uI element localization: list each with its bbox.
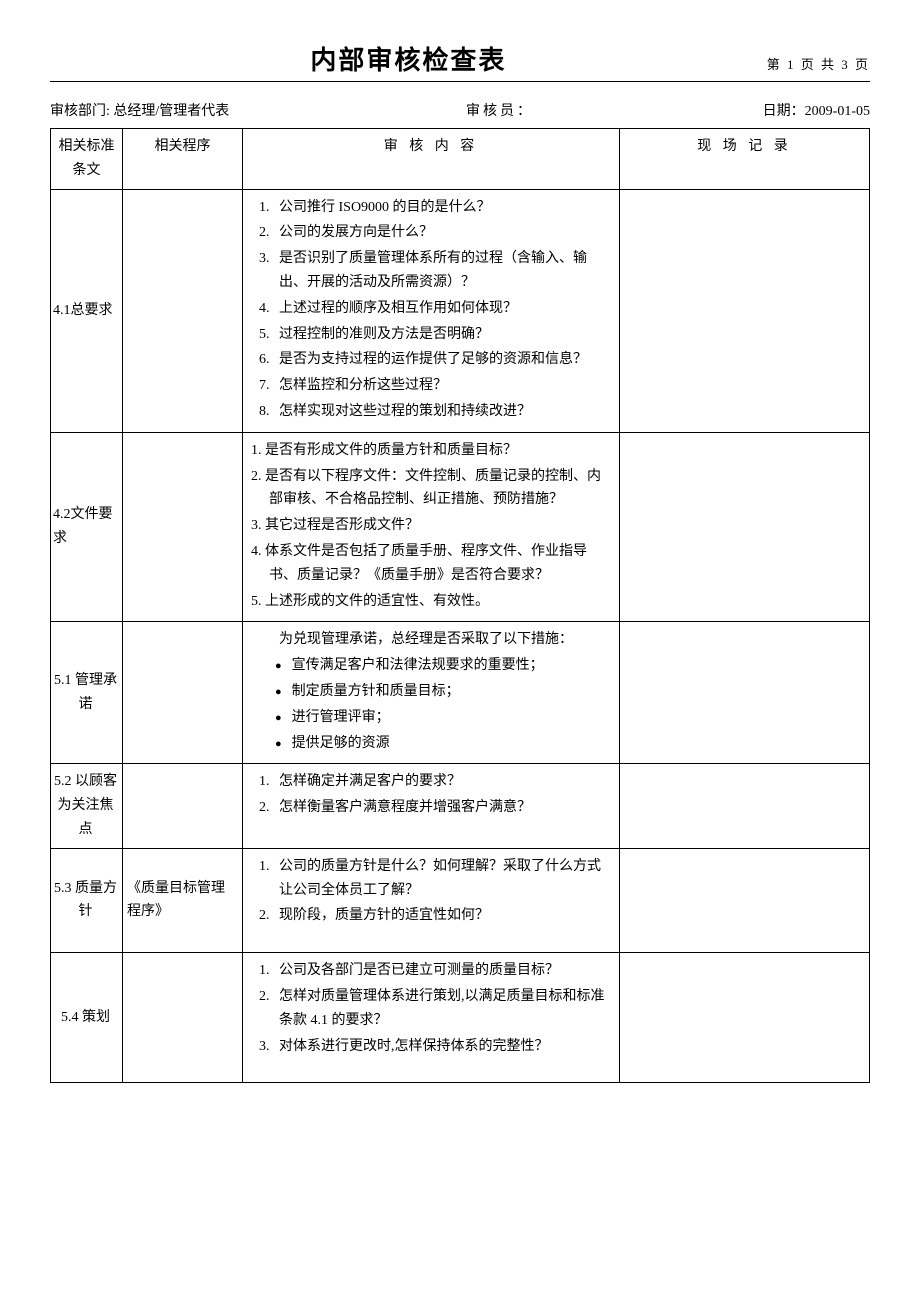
spacer xyxy=(251,1060,611,1076)
document-page: 内部审核检查表 第 1 页 共 3 页 审核部门: 总经理/管理者代表 审核员：… xyxy=(50,40,870,1083)
content-cell: 为兑现管理承诺，总经理是否采取了以下措施：宣传满足客户和法律法规要求的重要性；制… xyxy=(243,622,620,764)
standard-cell: 5.2 以顾客为关注焦点 xyxy=(51,764,123,848)
table-row: 5.1 管理承诺 为兑现管理承诺，总经理是否采取了以下措施：宣传满足客户和法律法规… xyxy=(51,622,870,764)
col-header-standard: 相关标准条文 xyxy=(51,129,123,190)
content-cell: 公司的质量方针是什么？如何理解？采取了什么方式让公司全体员工了解？现阶段，质量方… xyxy=(243,848,620,952)
list-item: 3. 其它过程是否形成文件？ xyxy=(251,514,611,538)
list-item: 提供足够的资源 xyxy=(251,732,611,756)
dept-value: 总经理/管理者代表 xyxy=(113,104,229,119)
procedure-cell xyxy=(123,764,243,848)
table-row: 4.1总要求 公司推行 ISO9000 的目的是什么？公司的发展方向是什么？是否识… xyxy=(51,189,870,432)
audit-date: 日期：2009-01-05 xyxy=(670,100,870,120)
content-cell: 1. 是否有形成文件的质量方针和质量目标？2. 是否有以下程序文件：文件控制、质… xyxy=(243,432,620,622)
dept-label: 审核部门: xyxy=(50,104,110,119)
list-item: 公司及各部门是否已建立可测量的质量目标？ xyxy=(273,959,611,983)
standard-cell: 5.1 管理承诺 xyxy=(51,622,123,764)
list-item: 是否识别了质量管理体系所有的过程（含输入、输出、开展的活动及所需资源）？ xyxy=(273,247,611,295)
audit-dept: 审核部门: 总经理/管理者代表 xyxy=(50,100,330,120)
date-label: 日期： xyxy=(763,104,805,119)
list-item: 2. 是否有以下程序文件：文件控制、质量记录的控制、内部审核、不合格品控制、纠正… xyxy=(251,465,611,513)
procedure-cell: 《质量目标管理程序》 xyxy=(123,848,243,952)
procedure-cell xyxy=(123,432,243,622)
table-row: 5.2 以顾客为关注焦点 怎样确定并满足客户的要求？怎样衡量客户满意程度并增强客户… xyxy=(51,764,870,848)
list-item: 5. 上述形成的文件的适宜性、有效性。 xyxy=(251,590,611,614)
standard-cell: 4.2文件要求 xyxy=(51,432,123,622)
checklist-table: 相关标准条文 相关程序 审 核 内 容 现 场 记 录 4.1总要求 公司推行 I… xyxy=(50,128,870,1083)
intro-text: 为兑现管理承诺，总经理是否采取了以下措施： xyxy=(251,628,611,652)
list-item: 公司推行 ISO9000 的目的是什么？ xyxy=(273,196,611,220)
col-header-record: 现 场 记 录 xyxy=(620,129,870,190)
procedure-cell xyxy=(123,953,243,1083)
list-item: 公司的发展方向是什么？ xyxy=(273,221,611,245)
auditor: 审核员： xyxy=(330,100,670,120)
content-cell: 怎样确定并满足客户的要求？怎样衡量客户满意程度并增强客户满意？ xyxy=(243,764,620,848)
date-value: 2009-01-05 xyxy=(805,104,870,119)
col-header-content: 审 核 内 容 xyxy=(243,129,620,190)
list-item: 怎样确定并满足客户的要求？ xyxy=(273,770,611,794)
standard-cell: 5.3 质量方针 xyxy=(51,848,123,952)
col-header-procedure: 相关程序 xyxy=(123,129,243,190)
list-item: 过程控制的准则及方法是否明确？ xyxy=(273,323,611,347)
table-row: 4.2文件要求 1. 是否有形成文件的质量方针和质量目标？2. 是否有以下程序文件… xyxy=(51,432,870,622)
procedure-cell xyxy=(123,622,243,764)
record-cell xyxy=(620,764,870,848)
meta-row: 审核部门: 总经理/管理者代表 审核员： 日期：2009-01-05 xyxy=(50,100,870,120)
standard-cell: 4.1总要求 xyxy=(51,189,123,432)
content-cell: 公司推行 ISO9000 的目的是什么？公司的发展方向是什么？是否识别了质量管理… xyxy=(243,189,620,432)
procedure-cell xyxy=(123,189,243,432)
list-item: 宣传满足客户和法律法规要求的重要性； xyxy=(251,654,611,678)
table-row: 5.4 策划 公司及各部门是否已建立可测量的质量目标？怎样对质量管理体系进行策划,… xyxy=(51,953,870,1083)
list-item: 对体系进行更改时,怎样保持体系的完整性？ xyxy=(273,1035,611,1059)
list-item: 现阶段，质量方针的适宜性如何？ xyxy=(273,904,611,928)
record-cell xyxy=(620,189,870,432)
auditor-label: 审核员： xyxy=(466,104,534,119)
list-item: 怎样监控和分析这些过程？ xyxy=(273,374,611,398)
record-cell xyxy=(620,622,870,764)
list-item: 制定质量方针和质量目标； xyxy=(251,680,611,704)
standard-cell: 5.4 策划 xyxy=(51,953,123,1083)
record-cell xyxy=(620,953,870,1083)
list-item: 进行管理评审； xyxy=(251,706,611,730)
list-item: 怎样衡量客户满意程度并增强客户满意？ xyxy=(273,796,611,820)
list-item: 公司的质量方针是什么？如何理解？采取了什么方式让公司全体员工了解？ xyxy=(273,855,611,903)
list-item: 是否为支持过程的运作提供了足够的资源和信息？ xyxy=(273,348,611,372)
list-item: 1. 是否有形成文件的质量方针和质量目标？ xyxy=(251,439,611,463)
table-header-row: 相关标准条文 相关程序 审 核 内 容 现 场 记 录 xyxy=(51,129,870,190)
list-item: 4. 体系文件是否包括了质量手册、程序文件、作业指导书、质量记录？《质量手册》是… xyxy=(251,540,611,588)
record-cell xyxy=(620,432,870,622)
list-item: 怎样实现对这些过程的策划和持续改进？ xyxy=(273,400,611,424)
spacer xyxy=(251,930,611,946)
list-item: 怎样对质量管理体系进行策划,以满足质量目标和标准条款 4.1 的要求？ xyxy=(273,985,611,1033)
page-number: 第 1 页 共 3 页 xyxy=(767,54,870,73)
page-title: 内部审核检查表 xyxy=(50,40,767,77)
content-cell: 公司及各部门是否已建立可测量的质量目标？怎样对质量管理体系进行策划,以满足质量目… xyxy=(243,953,620,1083)
record-cell xyxy=(620,848,870,952)
table-row: 5.3 质量方针《质量目标管理程序》公司的质量方针是什么？如何理解？采取了什么方… xyxy=(51,848,870,952)
list-item: 上述过程的顺序及相互作用如何体现？ xyxy=(273,297,611,321)
page-header: 内部审核检查表 第 1 页 共 3 页 xyxy=(50,40,870,82)
